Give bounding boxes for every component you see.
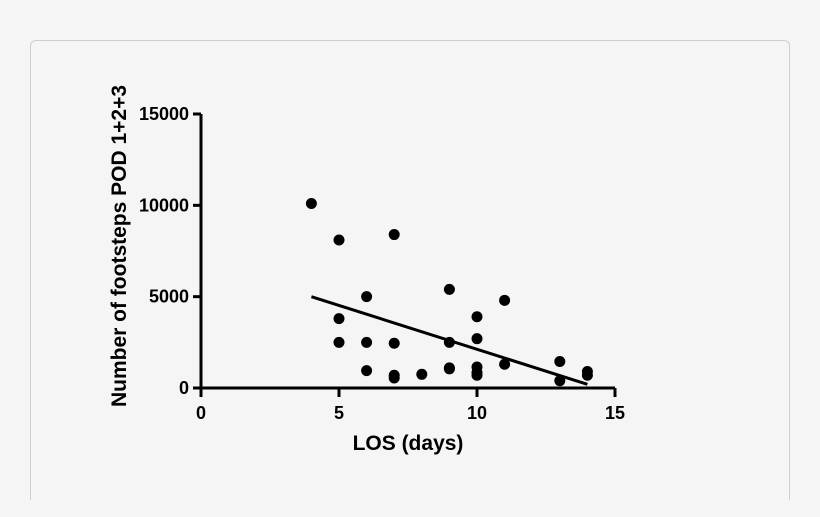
y-tick-label: 10000 [139, 195, 189, 215]
data-point [471, 369, 483, 381]
data-point [361, 365, 373, 377]
x-tick-label: 5 [334, 403, 344, 423]
y-tick-label: 15000 [139, 104, 189, 124]
scatter-chart: 0 5000 10000 15000 0 5 10 15 LOS (days) Number … [108, 85, 625, 455]
y-tick-label: 0 [179, 378, 189, 398]
x-tick-label: 10 [467, 403, 487, 423]
data-point [305, 198, 317, 210]
data-point [333, 313, 345, 325]
data-point [388, 229, 400, 241]
data-point [333, 234, 345, 246]
data-point [499, 294, 511, 306]
data-point [471, 333, 483, 345]
data-point [333, 336, 345, 348]
data-point [554, 375, 566, 387]
data-point [499, 358, 511, 370]
data-points [305, 198, 593, 387]
y-axis-title: Number of footsteps POD 1+2+3 [108, 85, 131, 407]
x-tick-label: 0 [196, 403, 206, 423]
data-point [443, 336, 455, 348]
x-tick-label: 15 [605, 403, 625, 423]
chart-card: 0 5000 10000 15000 0 5 10 15 LOS (days) Number … [30, 40, 790, 500]
data-point [416, 368, 428, 380]
data-point [471, 311, 483, 323]
data-point [554, 356, 566, 368]
axes: 0 5000 10000 15000 0 5 10 15 [139, 104, 625, 423]
x-axis-title: LOS (days) [353, 432, 464, 455]
y-tick-label: 5000 [149, 287, 189, 307]
data-point [581, 369, 593, 381]
data-point [361, 336, 373, 348]
data-point [361, 291, 373, 303]
data-point [443, 363, 455, 375]
data-point [388, 337, 400, 349]
data-point [388, 372, 400, 384]
data-point [443, 283, 455, 295]
